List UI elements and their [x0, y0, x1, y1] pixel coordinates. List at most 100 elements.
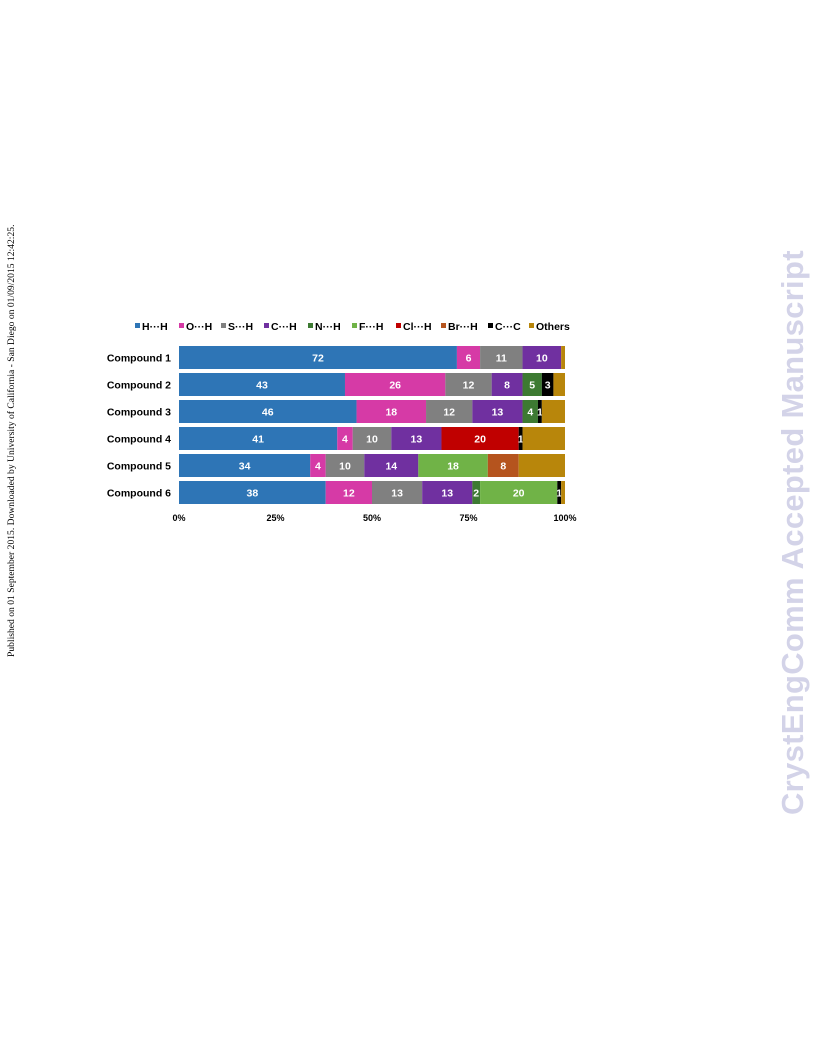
data-label-compound-5-c-h: 14: [385, 461, 397, 473]
data-label-compound-3-s-h: 12: [443, 407, 455, 419]
bar-segment-compound-6-s-h: [372, 481, 423, 504]
legend-label-cl-h: Cl···H: [403, 321, 432, 333]
data-label-compound-6-c-c: 1: [556, 488, 562, 500]
publication-note: Published on 01 September 2015. Download…: [6, 224, 17, 657]
bar-segment-compound-4-h-h: [179, 427, 338, 450]
bar-segment-compound-3-c-h: [472, 400, 523, 423]
x-tick-label-4: 100%: [553, 513, 576, 523]
bar-segment-compound-3-s-h: [426, 400, 473, 423]
x-tick-label-3: 75%: [459, 513, 477, 523]
data-label-compound-6-o-h: 12: [343, 488, 355, 500]
x-tick-label-1: 25%: [266, 513, 284, 523]
bar-segment-compound-6-c-c: [557, 481, 562, 504]
data-label-compound-4-s-h: 10: [366, 434, 378, 446]
bar-segment-compound-2-s-h: [445, 373, 492, 396]
data-label-compound-5-f-h: 18: [447, 461, 459, 473]
bar-segment-compound-4-o-h: [337, 427, 353, 450]
data-label-compound-4-cl-h: 20: [474, 434, 486, 446]
bar-segment-compound-2-h-h: [179, 373, 345, 396]
bar-segment-compound-6-others: [561, 481, 565, 504]
data-label-compound-2-h-h: 43: [256, 380, 268, 392]
category-label-compound-4: Compound 4: [107, 434, 171, 446]
data-label-compound-1-s-h: 11: [496, 353, 507, 365]
bar-segment-compound-5-o-h: [310, 454, 326, 477]
legend-label-h-h: H···H: [142, 321, 168, 333]
bar-segment-compound-5-br-h: [487, 454, 519, 477]
bar-segment-compound-2-others: [553, 373, 565, 396]
bar-segment-compound-2-c-c: [541, 373, 554, 396]
bar-segment-compound-1-s-h: [480, 346, 523, 369]
category-label-compound-6: Compound 6: [107, 488, 171, 500]
data-label-compound-4-c-c: 1: [518, 434, 524, 446]
bar-segment-compound-1-h-h: [179, 346, 457, 369]
data-label-compound-6-n-h: 2: [473, 488, 479, 500]
bar-segment-compound-3-h-h: [179, 400, 357, 423]
data-label-compound-3-o-h: 18: [385, 407, 397, 419]
bar-segment-compound-5-s-h: [325, 454, 365, 477]
data-label-compound-1-o-h: 6: [466, 353, 472, 365]
legend-label-others: Others: [536, 321, 570, 333]
data-label-compound-2-c-c: 3: [545, 380, 551, 392]
legend-swatch-cl-h: [396, 323, 401, 328]
legend-swatch-n-h: [308, 323, 313, 328]
legend-swatch-o-h: [179, 323, 184, 328]
bar-segment-compound-5-others: [518, 454, 565, 477]
bar-segment-compound-6-n-h: [472, 481, 481, 504]
stacked-bar-chart: H···H O···H S···H C···H N···H F···H Cl···H Br··…: [107, 321, 577, 523]
bar-segment-compound-6-o-h: [325, 481, 372, 504]
legend-label-n-h: N···H: [315, 321, 341, 333]
data-label-compound-2-n-h: 5: [529, 380, 535, 392]
x-axis: 0% 25% 50% 75% 100%: [172, 513, 576, 523]
data-label-compound-4-h-h: 41: [252, 434, 264, 446]
bar-segment-compound-3-others: [541, 400, 565, 423]
data-label-compound-3-h-h: 46: [262, 407, 274, 419]
bar-segment-compound-3-c-c: [537, 400, 542, 423]
data-label-compound-5-o-h: 4: [315, 461, 321, 473]
bar-segment-compound-4-others: [522, 427, 565, 450]
data-label-compound-5-br-h: 8: [500, 461, 506, 473]
bar-segment-compound-5-h-h: [179, 454, 311, 477]
x-tick-label-0: 0%: [172, 513, 185, 523]
legend-label-f-h: F···H: [359, 321, 384, 333]
bar-segment-compound-1-others: [561, 346, 565, 369]
data-label-compound-3-n-h: 4: [527, 407, 533, 419]
data-label-compound-3-c-h: 13: [492, 407, 504, 419]
data-label-compound-4-c-h: 13: [411, 434, 423, 446]
data-label-compound-2-c-h: 8: [504, 380, 510, 392]
legend-swatch-c-c: [488, 323, 493, 328]
legend-swatch-s-h: [221, 323, 226, 328]
data-label-compound-4-o-h: 4: [342, 434, 348, 446]
bar-segment-compound-2-n-h: [522, 373, 542, 396]
bar-segment-compound-1-c-h: [522, 346, 562, 369]
legend-swatch-others: [529, 323, 534, 328]
data-label-compound-6-h-h: 38: [246, 488, 258, 500]
data-label-compound-1-c-h: 10: [536, 353, 548, 365]
category-label-compound-2: Compound 2: [107, 380, 171, 392]
legend-label-c-h: C···H: [271, 321, 297, 333]
bar-segment-compound-6-f-h: [480, 481, 558, 504]
category-label-compound-5: Compound 5: [107, 461, 171, 473]
data-label-compound-6-s-h: 13: [391, 488, 403, 500]
data-label-compound-6-c-h: 13: [441, 488, 453, 500]
category-label-compound-1: Compound 1: [107, 353, 171, 365]
accepted-manuscript-watermark: CrystEngComm Accepted Manuscript: [775, 250, 810, 815]
bar-segment-compound-4-s-h: [352, 427, 392, 450]
data-label-compound-1-h-h: 72: [312, 353, 324, 365]
bar-segment-compound-2-o-h: [344, 373, 446, 396]
legend-swatch-f-h: [352, 323, 357, 328]
data-label-compound-5-h-h: 34: [239, 461, 251, 473]
legend-label-o-h: O···H: [186, 321, 212, 333]
data-label-compound-3-c-c: 1: [537, 407, 543, 419]
x-tick-label-2: 50%: [363, 513, 381, 523]
legend-swatch-c-h: [264, 323, 269, 328]
legend-swatch-h-h: [135, 323, 140, 328]
bar-segment-compound-4-c-c: [518, 427, 523, 450]
legend-label-br-h: Br···H: [448, 321, 478, 333]
bar-segment-compound-6-h-h: [179, 481, 326, 504]
data-label-compound-2-s-h: 12: [463, 380, 475, 392]
data-label-compound-5-s-h: 10: [339, 461, 351, 473]
bar-segment-compound-4-cl-h: [441, 427, 519, 450]
bar-segment-compound-4-c-h: [391, 427, 442, 450]
bar-segment-compound-3-n-h: [522, 400, 538, 423]
